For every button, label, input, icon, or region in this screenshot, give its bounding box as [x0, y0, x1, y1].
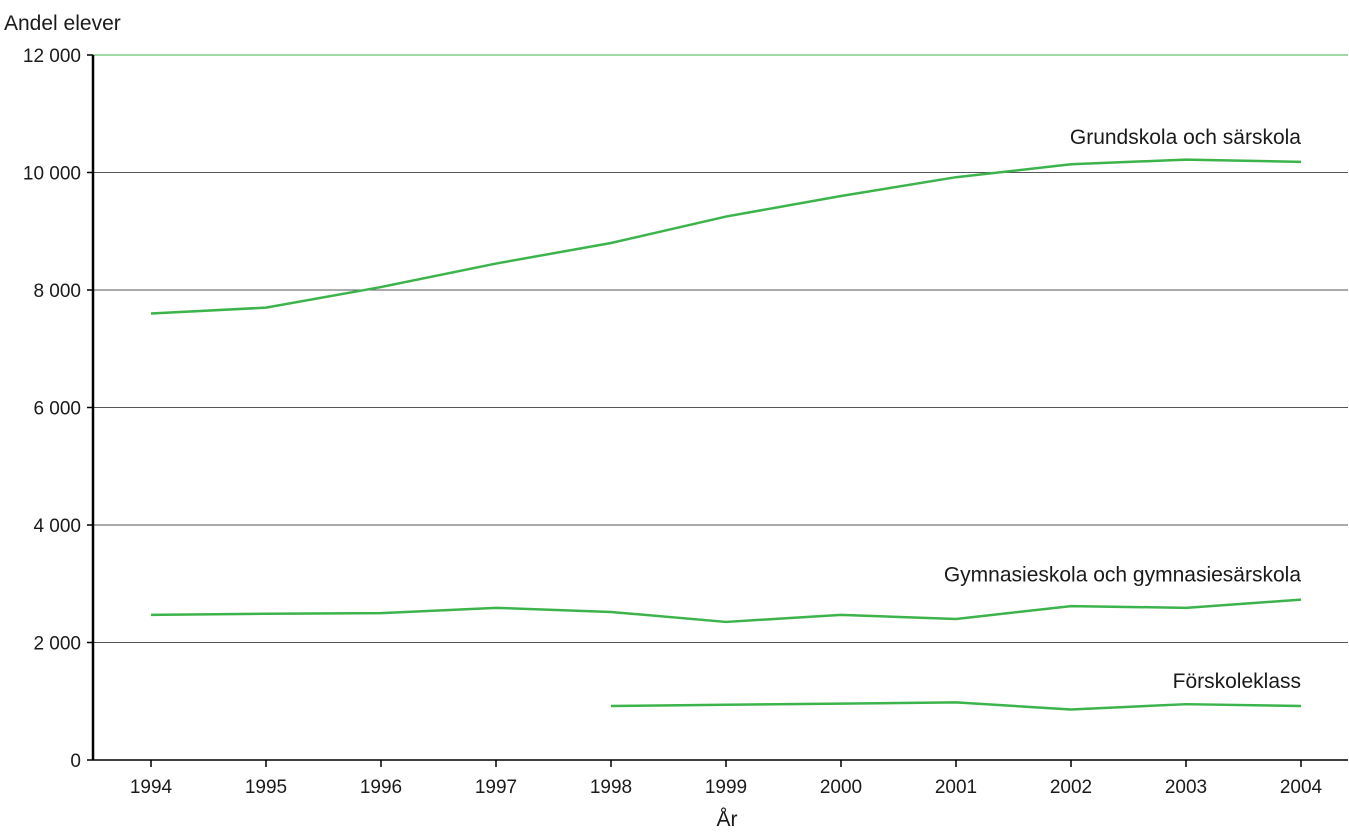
series-line: [150, 598, 1302, 624]
series-label: Förskoleklass: [1173, 670, 1301, 693]
x-tick-label: 1995: [245, 777, 287, 798]
y-tick-label: 8 000: [33, 281, 81, 302]
x-tick-label: 1994: [130, 777, 173, 798]
x-tick-label: 2001: [935, 777, 977, 798]
x-tick-labels: 1994 1995 1996 1997 1998 1999 2000 2001 2002 2003…: [130, 760, 1323, 798]
x-tick-label: 1996: [360, 777, 402, 798]
y-tick-label: 4 000: [33, 516, 81, 537]
y-tick-labels: 0 2 000 4 000 6 000 8 000 10 000 12 000: [23, 46, 93, 772]
y-axis-title: Andel elever: [4, 12, 121, 35]
y-tick-label: 12 000: [23, 46, 81, 67]
y-tick-label: 2 000: [33, 634, 81, 655]
x-tick-label: 2004: [1280, 777, 1323, 798]
x-tick-label: 1997: [475, 777, 517, 798]
x-tick-label: 2002: [1050, 777, 1092, 798]
x-tick-label: 1998: [590, 777, 632, 798]
x-tick-label: 2000: [820, 777, 862, 798]
series-labels: Grundskola och särskola Gymnasieskola och…: [944, 126, 1301, 693]
series-label: Gymnasieskola och gymnasiesärskola: [944, 564, 1301, 587]
y-tick-label: 0: [70, 751, 81, 772]
series-lines: [150, 158, 1302, 711]
gridlines: [93, 54, 1348, 643]
series-label: Grundskola och särskola: [1070, 126, 1301, 149]
series-line: [610, 701, 1302, 711]
x-tick-label: 1999: [705, 777, 747, 798]
x-axis-title: År: [717, 808, 738, 831]
y-tick-label: 10 000: [23, 164, 81, 185]
x-tick-label: 2003: [1165, 777, 1207, 798]
y-tick-label: 6 000: [33, 399, 81, 420]
